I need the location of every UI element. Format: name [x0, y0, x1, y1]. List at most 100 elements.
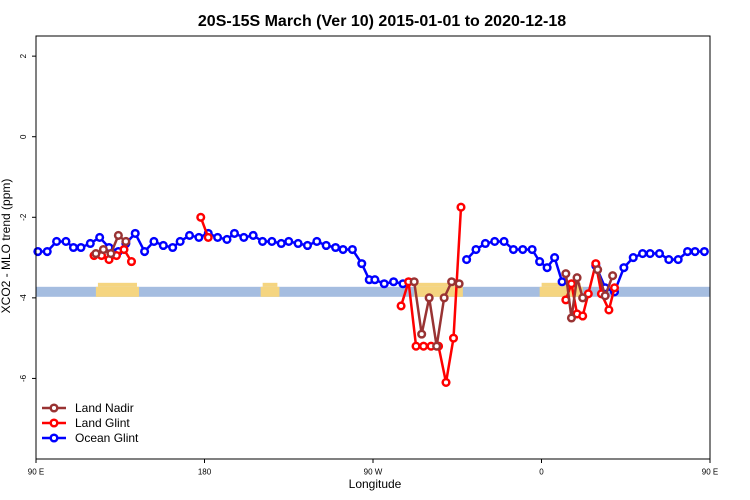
- land-band: [414, 286, 463, 297]
- land-nadir-point: [432, 341, 442, 351]
- ocean-glint-point: [690, 246, 700, 257]
- land-glint-point: [196, 212, 206, 222]
- ocean-glint-point: [338, 244, 348, 255]
- y-tick-label: -6: [19, 374, 28, 382]
- y-tick-label: -2: [19, 213, 28, 221]
- ocean-glint-point: [550, 253, 560, 263]
- ocean-glint-point: [302, 240, 313, 251]
- ocean-glint-point: [239, 232, 249, 242]
- ocean-glint-point: [347, 244, 357, 255]
- ocean-glint-point: [194, 232, 204, 242]
- land-glint-point: [203, 232, 213, 242]
- ocean-glint-point: [462, 255, 472, 265]
- ocean-glint-point: [535, 257, 545, 267]
- series-land-nadir: [91, 230, 618, 351]
- ocean-glint-point: [222, 234, 232, 244]
- ocean-glint-point: [175, 236, 185, 247]
- ocean-glint-point: [158, 240, 168, 251]
- plot-frame: [35, 35, 711, 460]
- land-nadir-point: [454, 279, 464, 289]
- land-nadir-point: [106, 248, 116, 259]
- land-nadir-point: [409, 277, 419, 287]
- land-band-bump: [97, 282, 137, 287]
- ocean-glint-point: [389, 277, 399, 287]
- land-band: [539, 286, 583, 297]
- x-tick-label: 90 E: [702, 468, 718, 477]
- ocean-glint-point: [471, 244, 481, 255]
- x-tick-label: 90 E: [28, 468, 44, 477]
- y-axis-label: XCO2 - MLO trend (ppm): [0, 179, 13, 314]
- ocean-glint-point: [184, 230, 195, 240]
- ocean-glint-point: [293, 238, 303, 249]
- axes: 90 E 180 90 W 0 90 E 2 0 -2 -4 -6: [19, 53, 718, 476]
- land-glint-point: [456, 202, 466, 212]
- ocean-glint-point: [321, 240, 331, 251]
- land-glint-point: [441, 377, 451, 388]
- land-glint-point: [448, 333, 459, 343]
- ocean-glint-point: [557, 277, 567, 287]
- ocean-glint-point: [628, 253, 638, 263]
- ocean-glint-point: [257, 236, 268, 247]
- ocean-glint-point: [331, 242, 341, 253]
- ocean-glint-point: [654, 248, 665, 259]
- land-nadir-point: [566, 313, 577, 323]
- land-glint-point: [396, 301, 406, 311]
- ocean-glint-point: [699, 246, 709, 257]
- x-axis-label: Longitude: [349, 477, 402, 491]
- y-tick-label: 0: [19, 134, 28, 139]
- legend-item-land-nadir: Land Nadir: [42, 401, 134, 415]
- y-tick-label: 2: [19, 53, 28, 58]
- ocean-glint-point: [213, 232, 223, 242]
- ocean-glint-point: [52, 236, 62, 247]
- legend-swatch-marker: [49, 433, 59, 443]
- land-nadir-line: [564, 273, 584, 320]
- land-nadir-point: [424, 293, 434, 303]
- land-band-bump: [416, 282, 461, 287]
- land-nadir-point: [121, 236, 131, 247]
- land-glint-point: [604, 305, 614, 315]
- legend-label: Ocean Glint: [75, 431, 139, 445]
- land-glint-point: [583, 289, 593, 299]
- ocean-glint-point: [68, 242, 78, 253]
- ocean-glint-point: [267, 236, 277, 247]
- land-band: [95, 286, 139, 297]
- land-glint-point: [578, 311, 588, 321]
- ocean-glint-point: [284, 236, 294, 247]
- land-glint-point: [126, 257, 137, 267]
- ocean-glint-point: [85, 238, 95, 249]
- land-glint-point: [419, 341, 429, 351]
- ocean-band: [36, 286, 710, 297]
- series-ocean-glint: [33, 228, 709, 297]
- ocean-glint-point: [149, 236, 159, 247]
- ocean-glint-point: [229, 228, 240, 238]
- ocean-glint-point: [130, 228, 140, 238]
- land-band: [260, 286, 280, 297]
- ocean-glint-point: [508, 244, 518, 255]
- ocean-glint-point: [480, 238, 490, 249]
- land-nadir-point: [578, 293, 588, 303]
- ocean-glint-point: [490, 236, 500, 247]
- ocean-glint-point: [499, 236, 509, 247]
- ocean-glint-point: [276, 238, 286, 249]
- ocean-glint-point: [140, 246, 150, 257]
- land-band-bump: [262, 282, 278, 287]
- land-nadir-point: [91, 248, 101, 259]
- land-nadir-point: [447, 277, 457, 287]
- legend-label: Land Glint: [75, 416, 130, 430]
- ocean-glint-point: [357, 259, 367, 269]
- ocean-glint-point: [370, 275, 380, 285]
- legend-item-land-glint: Land Glint: [42, 416, 130, 430]
- land-glint-point: [119, 244, 129, 255]
- ocean-glint-point: [664, 255, 674, 265]
- land-nadir-point: [98, 244, 108, 255]
- ocean-glint-point: [95, 232, 105, 242]
- y-tick-label: -4: [19, 294, 28, 302]
- land-glint-point: [566, 279, 577, 289]
- ocean-glint-point: [168, 242, 178, 253]
- legend-label: Land Nadir: [75, 401, 134, 415]
- series-layer: [33, 202, 709, 388]
- ocean-glint-point: [248, 230, 258, 240]
- land-nadir-point: [608, 271, 618, 281]
- ocean-glint-point: [645, 248, 655, 259]
